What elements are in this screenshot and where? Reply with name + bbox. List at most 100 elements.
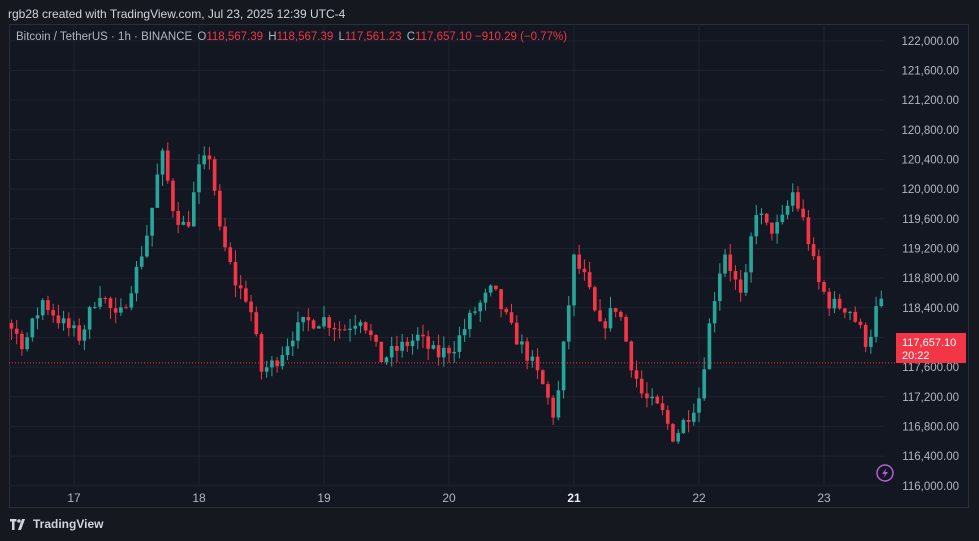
- candle-body: [233, 262, 238, 286]
- candle-body: [535, 356, 540, 371]
- candle-body: [124, 307, 128, 309]
- candle-body: [785, 205, 790, 215]
- candle-body: [686, 419, 691, 422]
- y-tick-label: 120,400.00: [901, 154, 959, 166]
- candle-body: [853, 311, 858, 322]
- candle-body: [796, 192, 800, 209]
- candle-body: [801, 208, 805, 218]
- close-label: C: [406, 31, 416, 43]
- candle-body: [353, 325, 358, 329]
- candle-body: [483, 292, 488, 303]
- candle-body: [650, 396, 654, 399]
- candle-body: [603, 321, 608, 329]
- candle-body: [389, 345, 394, 358]
- candle-body: [197, 164, 201, 193]
- candle-body: [332, 327, 337, 330]
- price-badge-countdown: 20:22: [902, 350, 930, 362]
- candle-body: [863, 324, 868, 347]
- candle-body: [145, 235, 149, 257]
- y-tick-label: 119,200.00: [902, 243, 959, 255]
- candle-body: [139, 256, 144, 267]
- tradingview-logo[interactable]: TradingView: [10, 517, 103, 531]
- candle-body: [296, 322, 300, 341]
- candle-body: [770, 222, 774, 234]
- candle-body: [186, 221, 191, 227]
- candle-body: [697, 398, 701, 413]
- candle-body: [343, 329, 347, 331]
- chart-frame: [9, 24, 969, 508]
- candle-body: [72, 325, 76, 329]
- candle-body: [181, 221, 186, 225]
- candle-body: [56, 315, 61, 324]
- candlestick-chart[interactable]: 122,000.00 121,600.00 121,200.00 120,800.00…: [9, 24, 969, 508]
- candle-body: [681, 419, 686, 434]
- candle-body: [421, 334, 425, 337]
- candle-body: [436, 345, 441, 358]
- candle-body: [447, 347, 451, 354]
- y-tick-label: 118,400.00: [902, 303, 959, 315]
- x-tick-label: 19: [317, 491, 331, 505]
- candle-body: [546, 384, 550, 398]
- candle-body: [738, 279, 743, 293]
- candle-body: [858, 321, 863, 325]
- candle-body: [452, 351, 457, 354]
- x-axis: 17 18 19 20 21 22 23: [67, 491, 831, 505]
- candle-body: [395, 345, 399, 351]
- candle-body: [410, 340, 415, 347]
- y-tick-label: 121,200.00: [901, 95, 959, 107]
- candle-body: [415, 334, 420, 341]
- price-badge-bg: [896, 333, 966, 363]
- candle-body: [405, 341, 410, 347]
- candle-body: [113, 308, 118, 313]
- candle-body: [249, 301, 253, 313]
- x-tick-label: 22: [692, 491, 706, 505]
- lightning-icon[interactable]: [876, 464, 894, 482]
- candle-body: [879, 298, 884, 307]
- candle-body: [629, 341, 634, 371]
- high-label: H: [268, 31, 277, 43]
- candle-body: [264, 367, 269, 372]
- candle-body: [165, 150, 170, 181]
- x-tick-label: 21: [567, 491, 581, 505]
- candle-body: [171, 180, 175, 211]
- candle-body: [337, 329, 342, 331]
- candle-body: [608, 308, 613, 329]
- candle-body: [848, 311, 852, 313]
- candle-body: [702, 369, 707, 399]
- y-tick-label: 118,800.00: [902, 273, 959, 285]
- y-tick-label: 116,800.00: [902, 421, 959, 433]
- candle-body: [869, 336, 873, 347]
- candle-body: [587, 272, 592, 288]
- candles: [9, 142, 884, 444]
- candle-body: [520, 341, 524, 345]
- candle-body: [51, 310, 55, 316]
- candle-body: [577, 254, 582, 269]
- candle-body: [66, 318, 71, 329]
- candle-body: [874, 306, 878, 337]
- candle-body: [619, 311, 623, 318]
- candle-body: [270, 360, 274, 368]
- candle-body: [322, 317, 326, 327]
- candle-body: [525, 341, 529, 361]
- candle-body: [285, 346, 290, 356]
- candle-body: [832, 298, 837, 309]
- candle-body: [191, 192, 196, 227]
- attribution-header: rgb28 created with TradingView.com, Jul …: [8, 7, 346, 21]
- candle-body: [514, 322, 519, 345]
- candle-body: [25, 337, 29, 350]
- candle-body: [218, 190, 222, 227]
- tradingview-logo-icon: [10, 518, 25, 530]
- brand-name: TradingView: [33, 517, 104, 531]
- y-axis: 122,000.00 121,600.00 121,200.00 120,800.00…: [901, 36, 959, 493]
- open-label: O: [197, 31, 207, 43]
- symbol-legend: Bitcoin / TetherUS · 1h · BINANCE O118,5…: [16, 31, 567, 43]
- candle-body: [290, 340, 295, 347]
- candle-body: [369, 330, 373, 336]
- candle-body: [728, 254, 733, 272]
- candle-body: [14, 328, 19, 334]
- candle-body: [811, 244, 816, 257]
- candle-body: [441, 347, 446, 358]
- candle-body: [504, 309, 509, 313]
- candle-body: [301, 316, 305, 323]
- close-value: 117,657.10: [415, 31, 472, 43]
